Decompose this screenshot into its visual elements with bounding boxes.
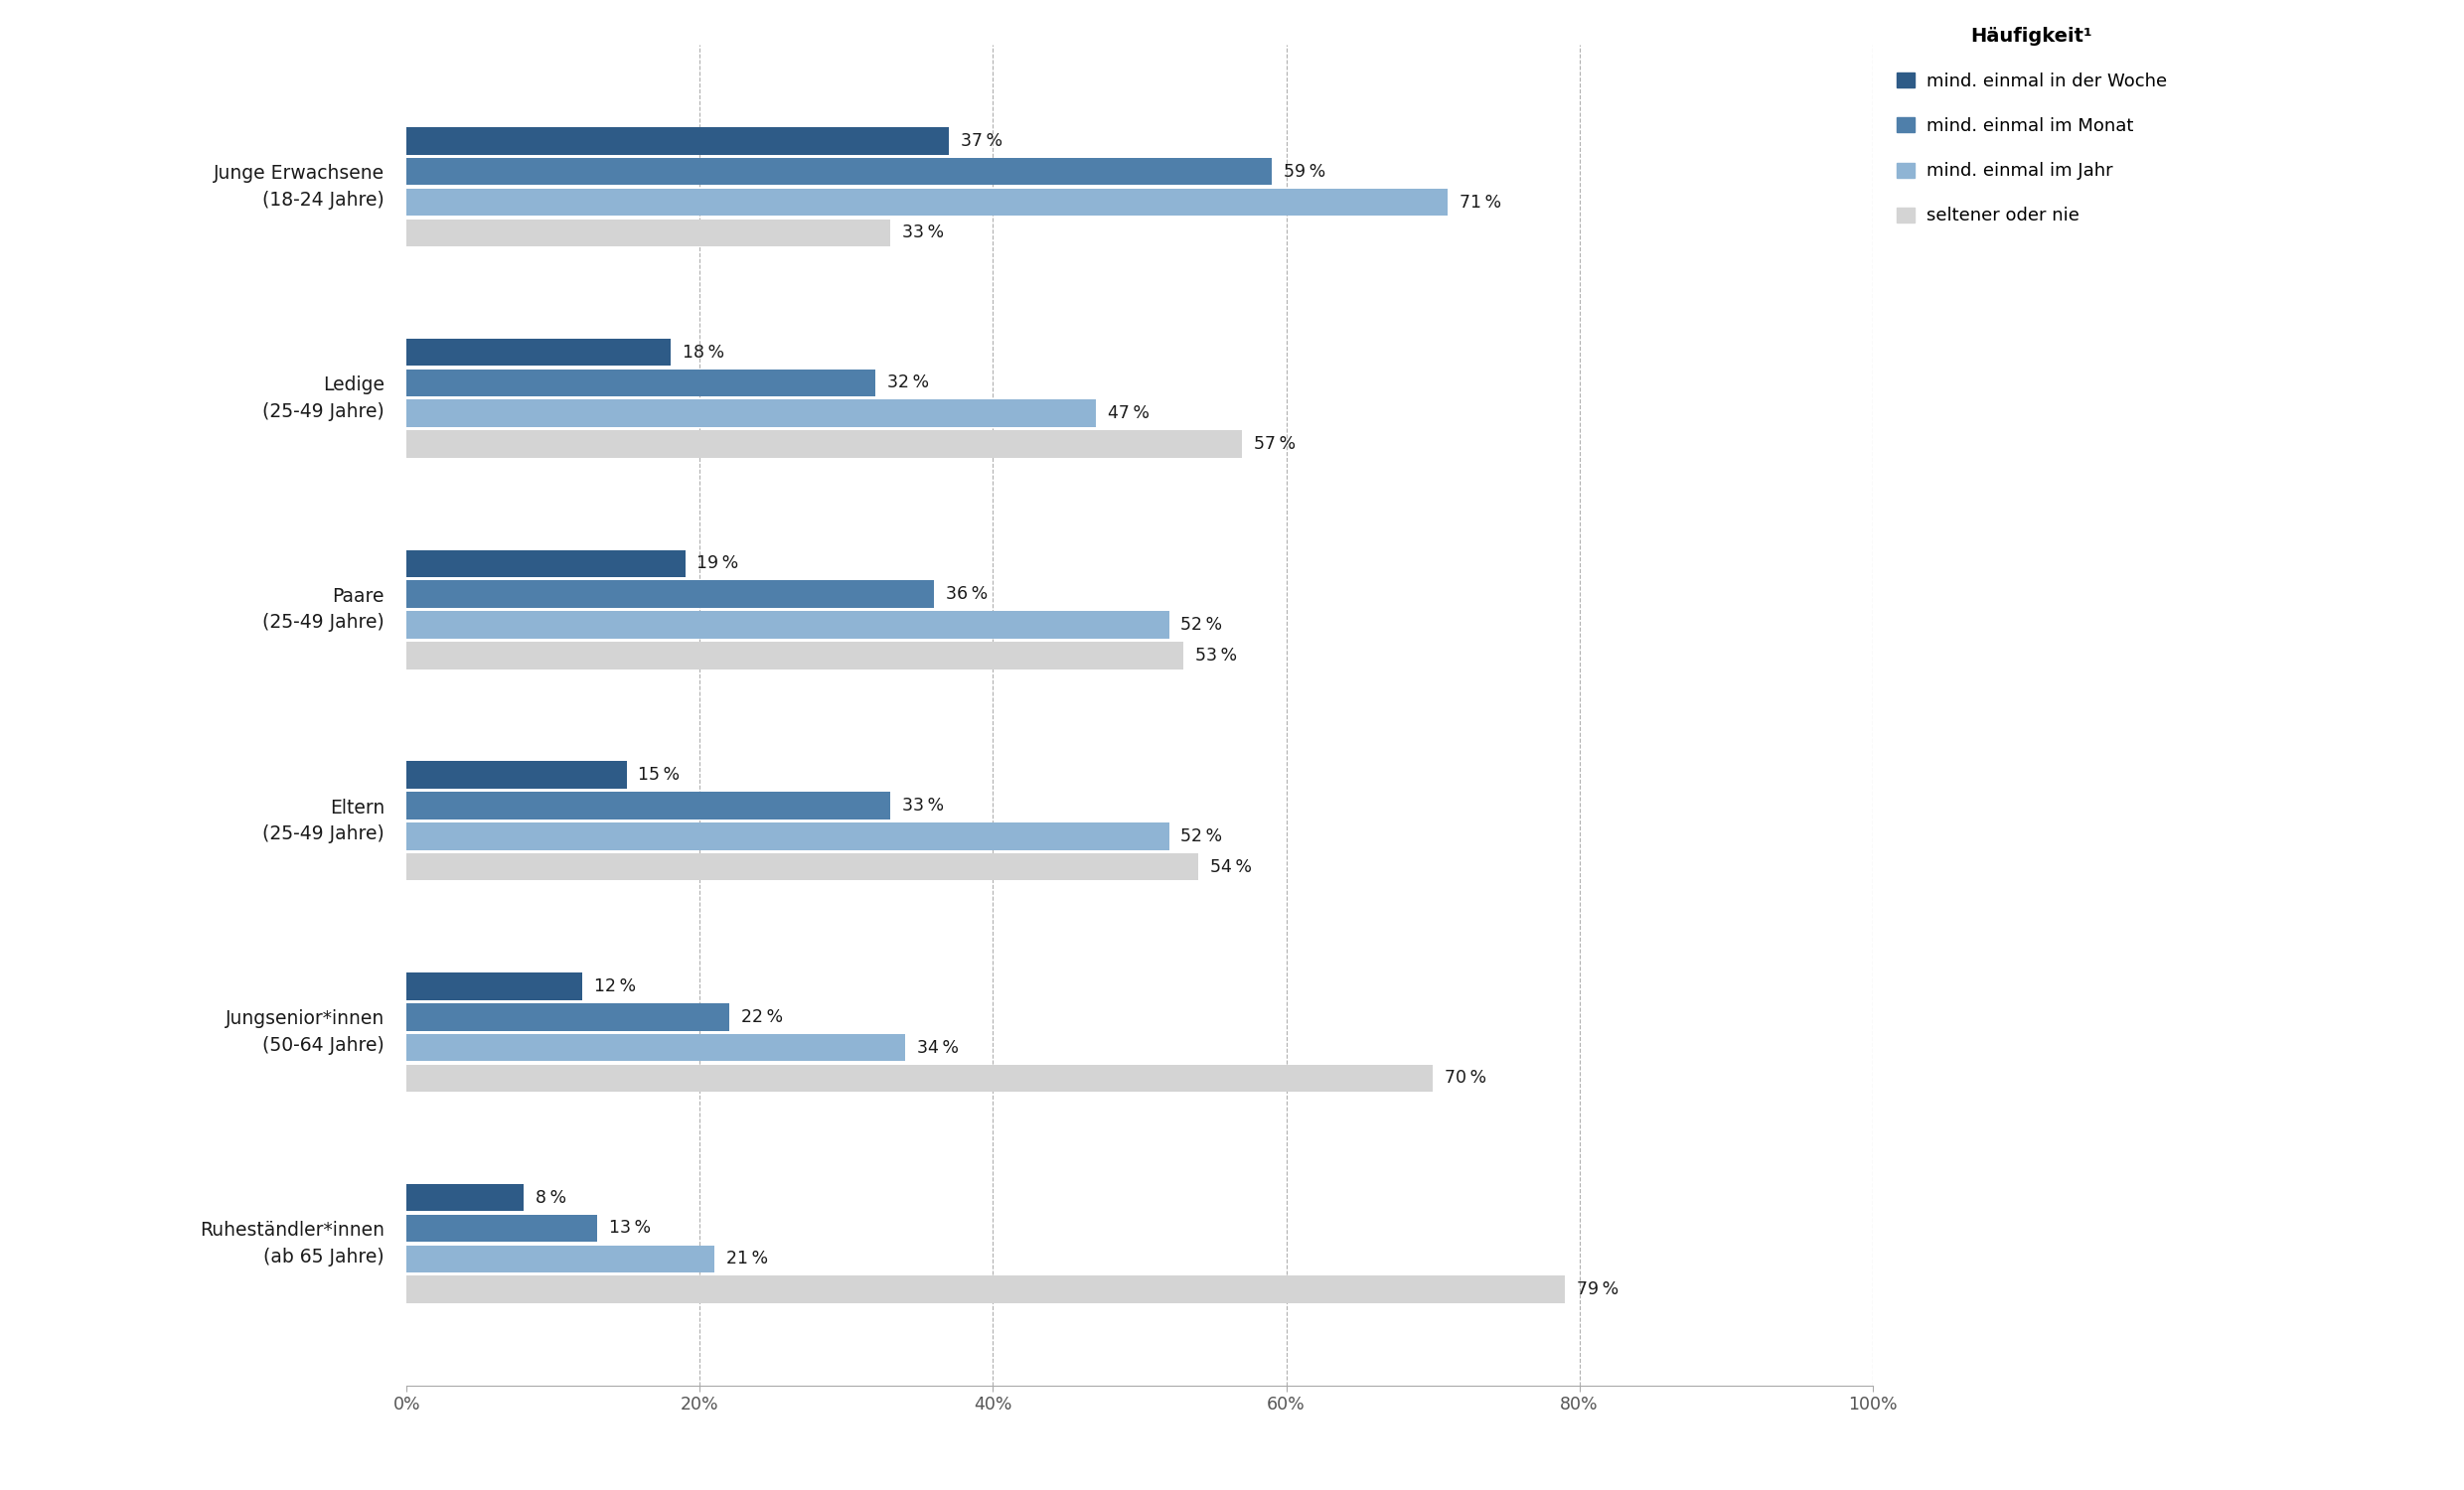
Bar <box>407 854 1198 881</box>
Text: 34 %: 34 % <box>917 1039 958 1056</box>
Bar <box>407 761 626 788</box>
Text: 33 %: 33 % <box>902 224 944 241</box>
Bar <box>407 581 934 608</box>
Text: Eltern
(25-49 Jahre): Eltern (25-49 Jahre) <box>264 799 384 843</box>
Text: 21 %: 21 % <box>727 1250 769 1268</box>
Text: 12 %: 12 % <box>594 977 636 995</box>
Bar <box>407 338 670 367</box>
Text: 19 %: 19 % <box>697 554 739 572</box>
Text: 37 %: 37 % <box>961 133 1003 150</box>
Text: 8 %: 8 % <box>535 1189 567 1207</box>
Text: 57 %: 57 % <box>1254 435 1296 453</box>
Bar <box>407 822 1168 849</box>
Text: Ruheständler*innen
(ab 65 Jahre): Ruheständler*innen (ab 65 Jahre) <box>200 1220 384 1266</box>
Bar <box>407 973 582 1000</box>
Text: 18 %: 18 % <box>683 343 724 361</box>
Bar <box>407 1275 1565 1304</box>
Text: 53 %: 53 % <box>1195 647 1237 665</box>
Bar <box>407 399 1096 428</box>
Bar <box>407 611 1168 639</box>
Text: 59 %: 59 % <box>1284 162 1326 180</box>
Bar <box>407 1064 1434 1092</box>
Bar <box>407 431 1242 457</box>
Bar <box>407 158 1271 185</box>
Text: 33 %: 33 % <box>902 797 944 815</box>
Text: 32 %: 32 % <box>887 374 929 392</box>
Text: 36 %: 36 % <box>946 586 988 603</box>
Bar <box>407 642 1183 669</box>
Text: 52 %: 52 % <box>1180 615 1222 633</box>
Text: Paare
(25-49 Jahre): Paare (25-49 Jahre) <box>264 587 384 632</box>
Text: Junge Erwachsene
(18-24 Jahre): Junge Erwachsene (18-24 Jahre) <box>214 164 384 210</box>
Text: Ledige
(25-49 Jahre): Ledige (25-49 Jahre) <box>264 375 384 420</box>
Bar <box>407 1214 596 1243</box>
Bar <box>407 550 685 577</box>
Text: 71 %: 71 % <box>1459 194 1501 212</box>
Text: 52 %: 52 % <box>1180 827 1222 845</box>
Bar <box>407 370 875 396</box>
Text: 54 %: 54 % <box>1210 858 1252 876</box>
Text: 15 %: 15 % <box>638 766 680 784</box>
Bar <box>407 1003 729 1031</box>
Bar <box>407 1246 715 1272</box>
Bar <box>407 219 890 246</box>
Text: 22 %: 22 % <box>742 1007 784 1025</box>
Bar <box>407 127 949 155</box>
Text: 47 %: 47 % <box>1106 405 1148 423</box>
Text: 79 %: 79 % <box>1577 1280 1619 1298</box>
Bar <box>407 188 1446 216</box>
Text: 70 %: 70 % <box>1444 1070 1486 1088</box>
Text: 13 %: 13 % <box>609 1219 650 1237</box>
Legend: mind. einmal in der Woche, mind. einmal im Monat, mind. einmal im Jahr, seltener: mind. einmal in der Woche, mind. einmal … <box>1897 27 2168 225</box>
Bar <box>407 1034 904 1061</box>
Bar <box>407 791 890 820</box>
Bar <box>407 1185 525 1211</box>
Text: Jungsenior*innen
(50-64 Jahre): Jungsenior*innen (50-64 Jahre) <box>224 1010 384 1055</box>
